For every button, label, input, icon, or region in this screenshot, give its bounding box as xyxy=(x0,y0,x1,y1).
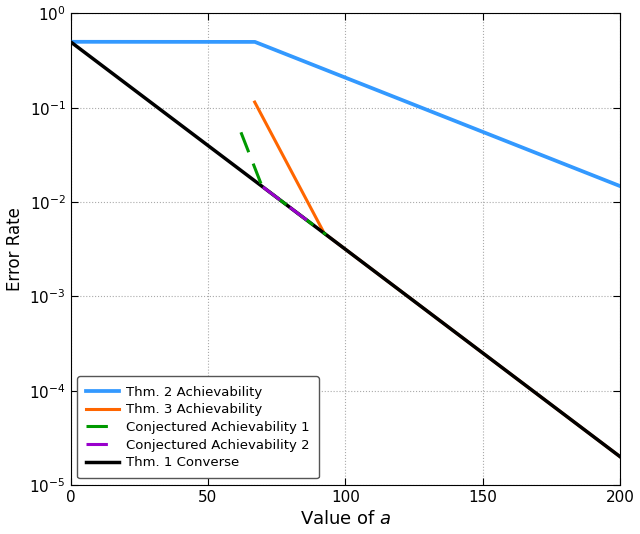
Conjectured Achievability 1 xyxy=(276,197,284,203)
Thm. 2 Achievability xyxy=(477,128,484,134)
Thm. 2 Achievability xyxy=(518,144,526,151)
Thm. 2 Achievability xyxy=(67,38,74,45)
Line: Thm. 3 Achievability: Thm. 3 Achievability xyxy=(255,102,620,457)
Legend: Thm. 2 Achievability, Thm. 3 Achievability, Conjectured Achievability 1, Conject: Thm. 2 Achievability, Thm. 3 Achievabili… xyxy=(77,376,319,478)
Line: Thm. 2 Achievability: Thm. 2 Achievability xyxy=(70,42,620,186)
Thm. 2 Achievability xyxy=(276,49,284,55)
Thm. 3 Achievability xyxy=(518,380,526,386)
Thm. 2 Achievability xyxy=(424,107,432,113)
Thm. 3 Achievability xyxy=(477,348,484,355)
Thm. 3 Achievability xyxy=(276,147,284,154)
Line: Conjectured Achievability 2: Conjectured Achievability 2 xyxy=(263,187,307,220)
Thm. 1 Converse xyxy=(166,114,174,120)
Conjectured Achievability 2 xyxy=(276,197,284,203)
Thm. 1 Converse xyxy=(276,197,284,203)
Thm. 3 Achievability xyxy=(616,453,624,460)
X-axis label: Value of $a$: Value of $a$ xyxy=(300,511,391,529)
Y-axis label: Error Rate: Error Rate xyxy=(6,207,24,291)
Thm. 2 Achievability xyxy=(396,96,404,103)
Thm. 2 Achievability xyxy=(616,183,624,189)
Thm. 3 Achievability xyxy=(424,308,432,315)
Thm. 1 Converse xyxy=(396,287,404,294)
Line: Thm. 1 Converse: Thm. 1 Converse xyxy=(70,42,620,457)
Thm. 3 Achievability xyxy=(396,287,404,294)
Thm. 1 Converse xyxy=(616,453,624,460)
Line: Conjectured Achievability 1: Conjectured Achievability 1 xyxy=(241,132,326,234)
Thm. 1 Converse xyxy=(518,380,526,386)
Thm. 1 Converse xyxy=(67,38,74,45)
Thm. 2 Achievability xyxy=(166,38,174,45)
Thm. 1 Converse xyxy=(477,348,484,355)
Thm. 1 Converse xyxy=(424,308,432,315)
